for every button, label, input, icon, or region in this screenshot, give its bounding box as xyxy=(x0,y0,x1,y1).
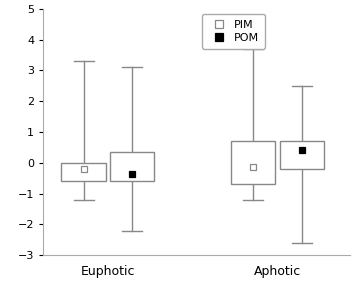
Bar xyxy=(231,141,275,184)
Legend: PIM, POM: PIM, POM xyxy=(202,14,265,49)
Bar xyxy=(61,163,106,181)
Bar xyxy=(279,141,324,169)
Bar xyxy=(110,152,155,181)
